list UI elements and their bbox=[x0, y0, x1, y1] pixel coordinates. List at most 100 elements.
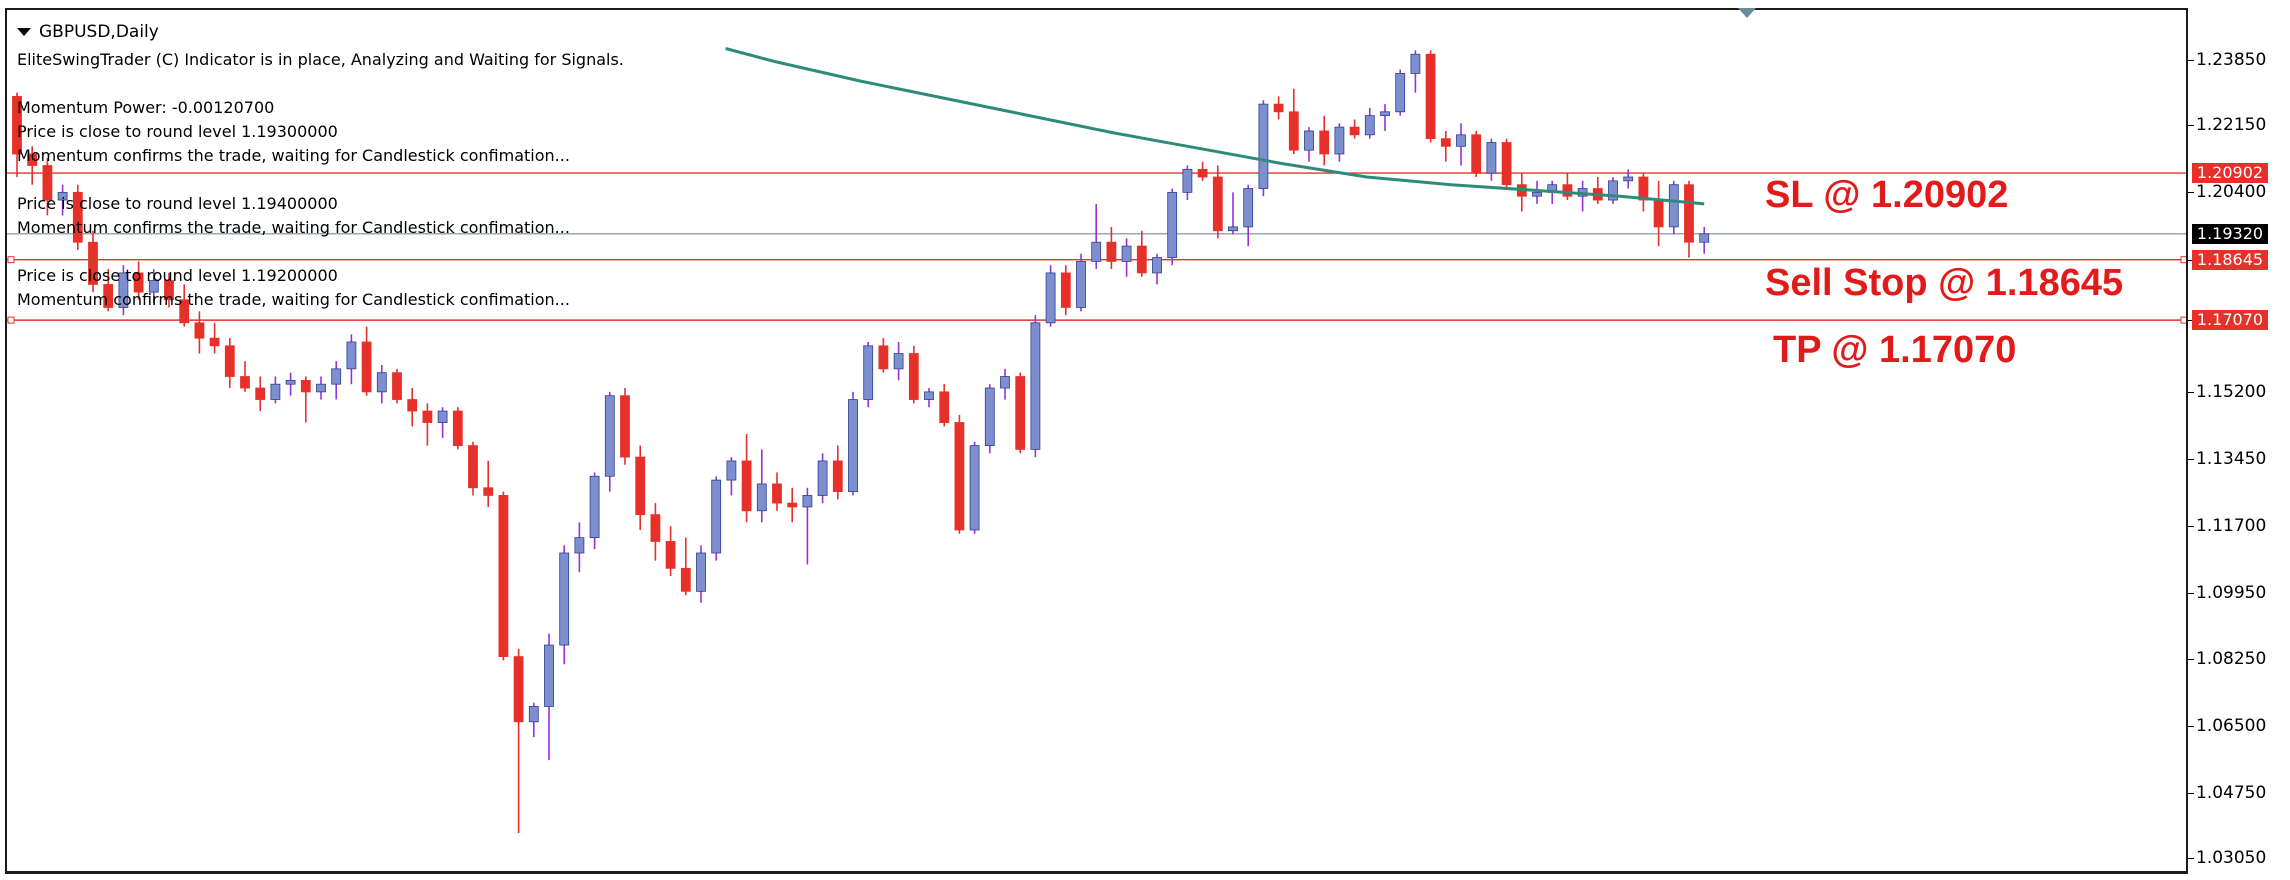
bearish-candle bbox=[1562, 184, 1573, 197]
bullish-candle bbox=[316, 383, 326, 393]
bullish-candle bbox=[863, 345, 874, 400]
bullish-candle bbox=[1076, 261, 1086, 308]
level-handle-right bbox=[2180, 256, 2186, 264]
bearish-candle bbox=[741, 460, 752, 512]
bearish-candle bbox=[650, 514, 661, 542]
momentum-power: Momentum Power: -0.00120700 bbox=[17, 98, 275, 117]
bearish-candle bbox=[1273, 103, 1284, 113]
bullish-candle bbox=[924, 391, 934, 400]
bearish-candle bbox=[209, 337, 220, 347]
bearish-candle bbox=[1106, 241, 1117, 262]
bullish-candle bbox=[969, 445, 980, 531]
bearish-candle bbox=[1440, 138, 1451, 147]
price-tick-label: 1.20400 bbox=[2196, 182, 2267, 203]
bearish-candle bbox=[1288, 111, 1299, 151]
price-tag: 1.19320 bbox=[2192, 223, 2268, 244]
moving-average-line bbox=[725, 47, 1705, 206]
bullish-candle bbox=[148, 280, 159, 293]
dropdown-triangle-icon[interactable] bbox=[17, 28, 31, 36]
price-tick-mark bbox=[2188, 658, 2194, 660]
chart-title[interactable]: GBPUSD,Daily bbox=[17, 22, 159, 42]
bearish-candle bbox=[300, 379, 311, 393]
bullish-candle bbox=[848, 399, 858, 493]
bearish-candle bbox=[88, 241, 98, 285]
bearish-candle bbox=[1212, 176, 1223, 232]
bearish-candle bbox=[392, 372, 402, 400]
bearish-candle bbox=[1319, 130, 1330, 155]
price-tick-label: 1.09950 bbox=[2196, 583, 2267, 604]
bullish-candle bbox=[118, 272, 129, 308]
bullish-candle bbox=[1410, 53, 1421, 74]
price-tick-label: 1.11700 bbox=[2196, 516, 2267, 537]
bearish-candle bbox=[498, 495, 509, 657]
bearish-candle bbox=[1060, 272, 1071, 308]
price-tick-mark bbox=[2188, 192, 2194, 194]
bullish-candle bbox=[1456, 134, 1466, 147]
bearish-candle bbox=[452, 410, 463, 446]
bearish-candle bbox=[361, 341, 372, 393]
bullish-candle bbox=[1334, 126, 1345, 155]
bullish-candle bbox=[1258, 103, 1269, 189]
bearish-candle bbox=[1684, 184, 1694, 243]
price-tick-label: 1.23850 bbox=[2196, 50, 2267, 70]
bullish-candle bbox=[270, 383, 281, 400]
price-tick-label: 1.15200 bbox=[2196, 381, 2267, 402]
momentum-confirm-message-1: Momentum confirms the trade, waiting for… bbox=[17, 146, 570, 165]
bearish-candle bbox=[908, 353, 919, 400]
bearish-candle bbox=[665, 541, 676, 569]
chart-area[interactable]: GBPUSD,Daily EliteSwingTrader (C) Indica… bbox=[5, 8, 2188, 874]
bullish-candle bbox=[57, 191, 68, 201]
bullish-candle bbox=[1699, 233, 1710, 243]
bearish-candle bbox=[468, 445, 478, 489]
bearish-candle bbox=[878, 345, 889, 370]
bullish-candle bbox=[285, 379, 296, 385]
bearish-candle bbox=[179, 299, 190, 324]
price-tick-mark bbox=[2188, 792, 2194, 794]
bullish-candle bbox=[437, 410, 448, 423]
price-tick-mark bbox=[2188, 320, 2194, 322]
bullish-candle bbox=[1395, 73, 1406, 113]
bearish-candle bbox=[72, 191, 83, 243]
price-tick-mark bbox=[2188, 725, 2194, 727]
bullish-candle bbox=[1091, 241, 1102, 262]
indicator-status: EliteSwingTrader (C) Indicator is in pla… bbox=[17, 50, 624, 69]
price-tick-label: 1.22150 bbox=[2196, 115, 2267, 136]
price-tick-label: 1.06500 bbox=[2196, 715, 2267, 736]
bullish-candle bbox=[1030, 322, 1041, 450]
bullish-candle bbox=[331, 368, 342, 385]
symbol-title: GBPUSD,Daily bbox=[39, 22, 159, 42]
momentum-confirm-message-2: Momentum confirms the trade, waiting for… bbox=[17, 218, 570, 237]
chart-shift-marker-icon[interactable] bbox=[1738, 8, 1756, 18]
bullish-candle bbox=[346, 341, 357, 370]
price-tick-mark bbox=[2188, 259, 2194, 261]
bullish-candle bbox=[726, 460, 737, 481]
bullish-candle bbox=[1668, 184, 1679, 228]
bearish-candle bbox=[1015, 376, 1026, 450]
bearish-candle bbox=[133, 272, 144, 293]
bearish-candle bbox=[1425, 53, 1436, 140]
bullish-candle bbox=[589, 475, 600, 539]
bearish-candle bbox=[103, 284, 114, 308]
bullish-candle bbox=[559, 552, 570, 646]
bearish-candle bbox=[164, 280, 174, 301]
bearish-candle bbox=[255, 387, 266, 400]
price-axis[interactable]: 1.23850 1.22150 1.20400 1.18645 1.17070 1.152… bbox=[2188, 8, 2290, 874]
bullish-candle bbox=[1121, 245, 1132, 262]
momentum-confirm-message-3: Momentum confirms the trade, waiting for… bbox=[17, 290, 570, 309]
bullish-candle bbox=[1380, 111, 1390, 117]
bearish-candle bbox=[939, 391, 950, 423]
price-tag: 1.17070 bbox=[2192, 310, 2268, 331]
price-tick-mark bbox=[2188, 858, 2194, 859]
bullish-candle bbox=[376, 372, 387, 393]
bullish-candle bbox=[802, 495, 813, 508]
level-handle-right bbox=[2180, 316, 2186, 324]
bullish-candle bbox=[1182, 168, 1193, 193]
bearish-candle bbox=[1349, 126, 1360, 136]
bearish-candle bbox=[620, 395, 630, 458]
round-level-message-3: Price is close to round level 1.19200000 bbox=[17, 266, 338, 285]
bullish-candle bbox=[984, 387, 995, 446]
bullish-candle bbox=[711, 479, 722, 554]
level-handle-left bbox=[7, 256, 15, 264]
bearish-candle bbox=[483, 487, 494, 496]
price-tick-mark bbox=[2188, 459, 2194, 460]
